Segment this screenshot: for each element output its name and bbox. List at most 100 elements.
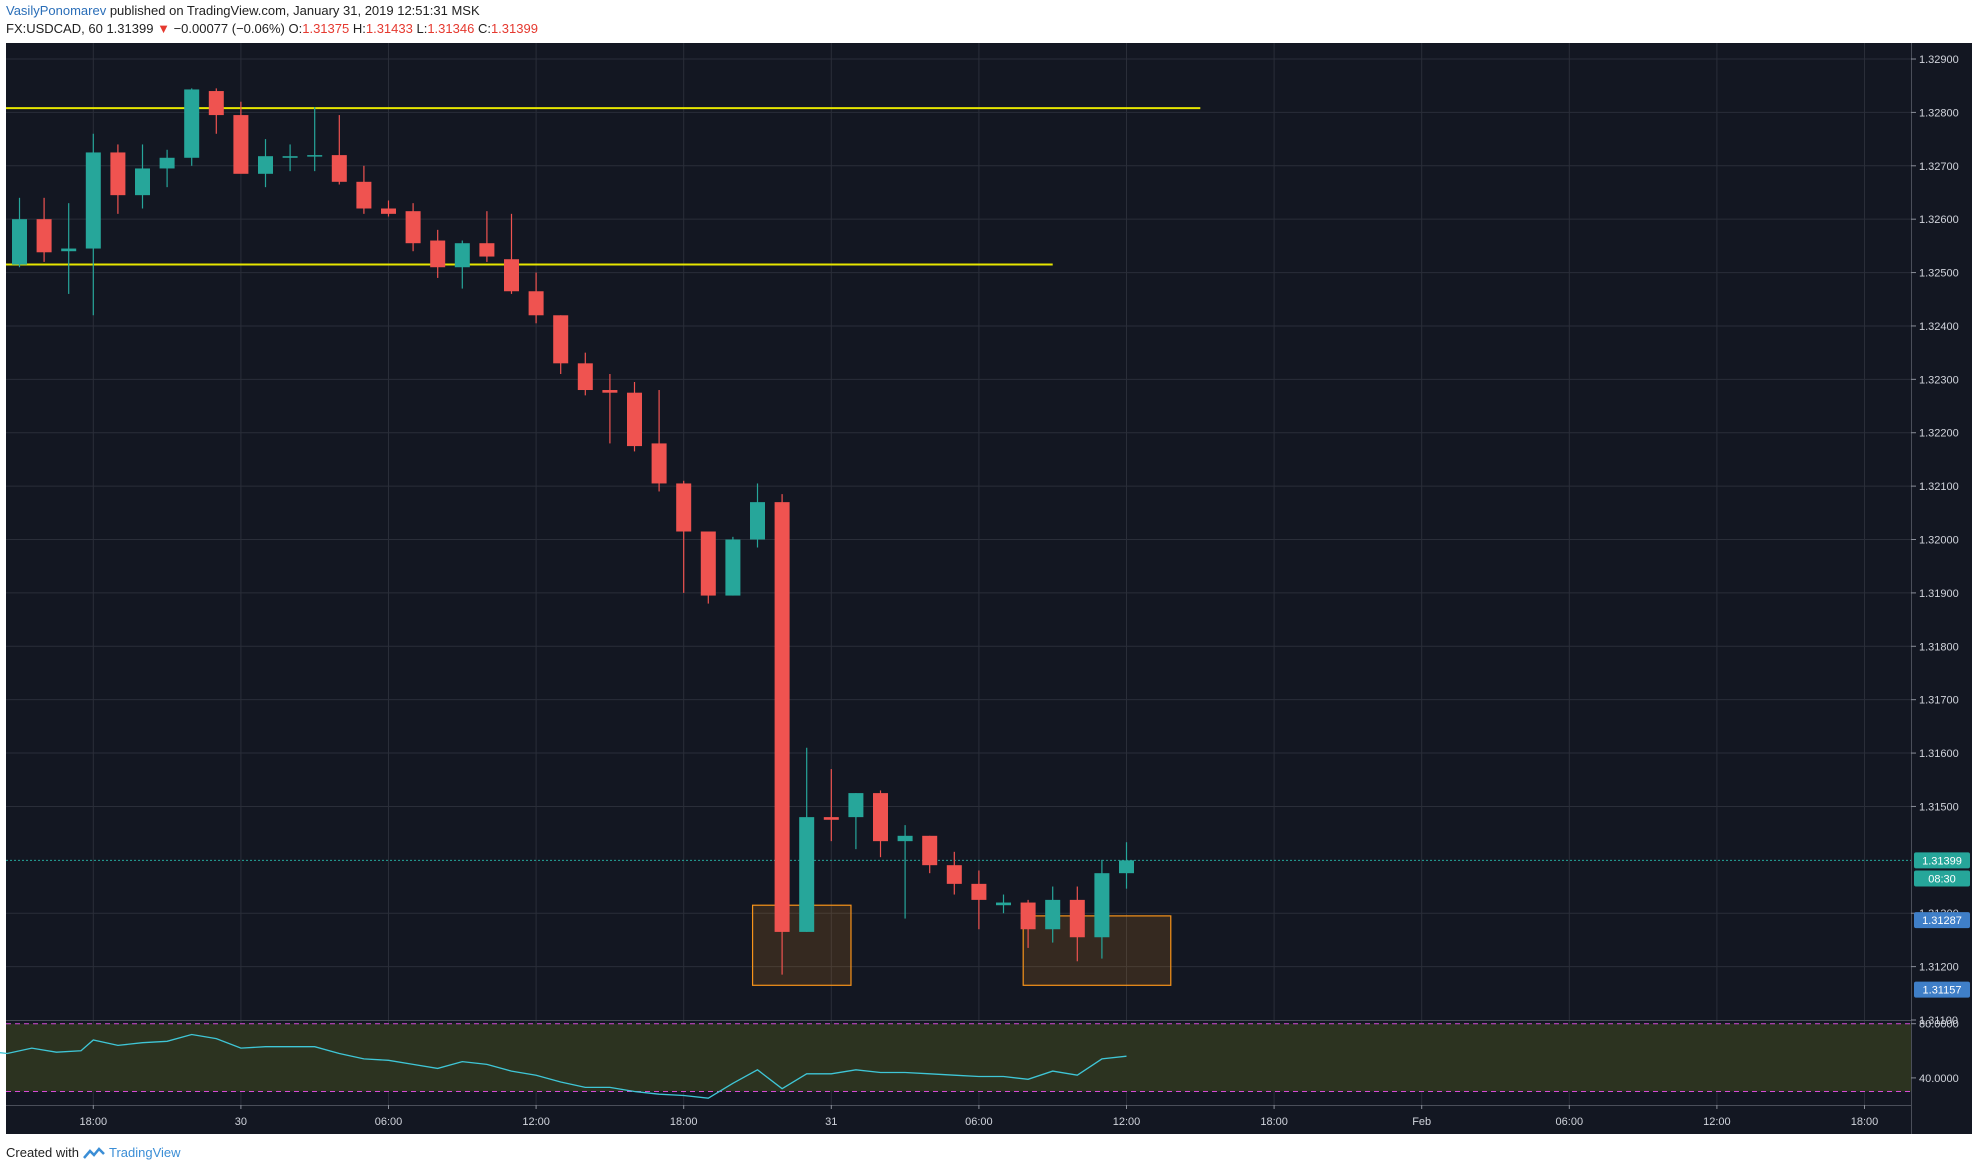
author-link[interactable]: VasilyPonomarev [6,3,107,18]
candle-body [897,835,913,842]
price-labels: 1.31399 08:30 1.31287 1.31157 [1914,852,1970,998]
candle-body [233,115,249,174]
down-arrow-icon: ▼ [157,21,170,36]
price-tick-label: 1.32100 [1919,481,1959,493]
price-axis-label-bg [1914,912,1970,929]
candle [922,835,938,874]
price-axis-label-bg [1914,981,1970,998]
time-tick-label: 06:00 [375,1116,403,1128]
candle [36,197,52,262]
candle [823,769,839,842]
candle-body [1020,902,1036,930]
candle [135,144,150,209]
price-tick-label: 1.31900 [1919,588,1959,600]
tradingview-link[interactable]: TradingView [108,1145,181,1160]
price-axis-label: 1.31157 [1914,981,1970,998]
candle-body [1069,899,1085,938]
price-tick-label: 1.32600 [1919,214,1959,226]
price-tick-label: 1.32000 [1919,535,1959,547]
publish-info: published on TradingView.com, January 31… [109,3,480,18]
open-value: 1.31375 [302,21,350,36]
footer: Created with TradingView [6,1145,181,1160]
price-axis: 1.32900 1.32800 1.32700 1.32600 1.32500 1.324… [1911,43,1972,1134]
price-axis-label: 1.31287 [1914,912,1970,929]
symbol-label: FX:USDCAD, 60 [6,21,103,36]
candle-body [110,152,126,196]
candle-body [553,315,569,364]
candle [159,149,175,188]
candle [528,272,544,324]
candle-body [651,443,667,484]
grid-lines [6,43,1972,1106]
candle-body [946,865,962,884]
candle [85,133,101,316]
candle [553,315,569,375]
candle-body [36,219,52,253]
candles [12,88,1134,975]
candle-body [159,157,175,169]
price-axis-label-text: 1.31287 [1922,915,1962,927]
chart-pane-background [6,43,1911,1134]
high-label: H: [352,21,366,36]
price-axis-label-text: 08:30 [1928,874,1956,886]
price-tick-label: 1.32300 [1919,374,1959,386]
time-tick-label: 18:00 [1260,1116,1288,1128]
low-label: L: [416,21,428,36]
chart-header: VasilyPonomarev published on TradingView… [6,2,538,38]
candle [307,107,323,172]
candle [110,144,126,214]
candle [61,203,77,294]
candle [1045,886,1061,943]
high-value: 1.31433 [365,21,413,36]
price-change: −0.00077 (−0.06%) [173,21,285,36]
candle-body [799,817,815,932]
time-tick-label: 12:00 [1703,1116,1731,1128]
candle-body [454,243,470,268]
candle [504,213,519,294]
candle [282,144,298,172]
candle-body [750,502,765,540]
candle [750,483,765,548]
price-axis-label-text: 1.31399 [1922,855,1962,867]
candle-body [85,152,101,249]
candle [454,240,470,289]
close-value: 1.31399 [490,21,538,36]
candle [381,200,396,217]
candle [430,229,446,278]
candle [331,115,347,185]
time-tick-label: 18:00 [80,1116,108,1128]
candle-body [12,219,27,265]
candle [1119,842,1134,889]
candle [774,494,790,975]
candle-body [479,243,495,257]
time-tick-label: 06:00 [965,1116,993,1128]
candle-body [528,291,544,316]
tradingview-logo-icon [83,1146,105,1159]
price-tick-label: 1.32500 [1919,268,1959,280]
price-tick-label: 1.32200 [1919,428,1959,440]
candle-body [627,392,642,447]
candle [12,197,27,268]
price-tick-label: 1.32400 [1919,321,1959,333]
candle-body [676,483,692,532]
rsi-tick-label: 80.0000 [1919,1019,1959,1031]
price-axis-label-bg [1914,852,1970,869]
created-with-text: Created with [6,1145,79,1160]
candle-body [331,155,347,182]
candle [1069,886,1085,962]
time-axis: 18:00 30 06:00 12:00 18:00 31 06:00 12:00 18:00 F… [80,1105,1878,1128]
time-tick-label: 12:00 [522,1116,550,1128]
candle [700,531,716,604]
time-tick-label: Feb [1412,1116,1431,1128]
candle [946,851,962,895]
candle-body [184,89,200,158]
candle-body [700,531,716,596]
candle [577,352,593,396]
price-tick-label: 1.31500 [1919,801,1959,813]
candle-body [1045,899,1061,930]
time-tick-label: 12:00 [1113,1116,1141,1128]
candle [873,790,888,858]
price-tick-label: 1.31100 [1919,1015,1958,1027]
price-tick-label: 1.31700 [1919,695,1959,707]
